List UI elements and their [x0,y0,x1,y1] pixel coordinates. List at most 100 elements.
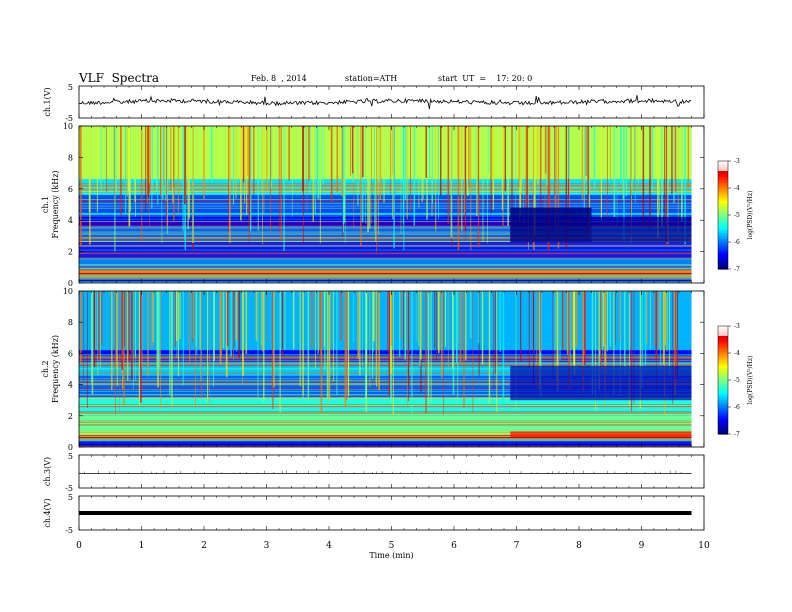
ch2-spectrogram-colorbar-cell [718,374,728,377]
ch1-spectrogram-colorbar-label: log(PSD)(V²/Hz) [747,191,754,240]
ch1-spectrogram-colorbar-cell [718,237,728,240]
ch1-spectrogram-colorbar-cell [718,181,728,184]
ch1-spectrogram-colorbar-cell [718,239,728,242]
ch1-spectrogram-colorbar-cell [718,213,728,216]
ch2-spectrogram-colorbar-cell [718,334,728,337]
ch2-spectrogram-colorbar-tick-label: -7 [734,431,740,438]
ch1-spectrogram-ytick-label: 10 [63,122,73,131]
ch1-spectrogram-ytick-label: 2 [68,248,73,257]
ch2-spectrogram-colorbar-cell [718,344,728,347]
ch1-spectrogram-colorbar-cell [718,261,728,264]
ch1-spectrogram-colorbar-tick-label: -5 [734,212,740,219]
ch2-spectrogram-ytick-label: 10 [63,287,73,296]
ch1-spectrogram-colorbar-cell [718,187,728,190]
ch1-spectrogram-dark-region [510,207,592,243]
ch1-spectrogram-colorbar-cell [718,227,728,230]
ch1-spectrogram-colorbar-tick-label: -4 [734,185,740,192]
ch2-spectrogram-colorbar-tick-label: -6 [734,404,740,411]
ch2-spectrogram-colorbar-cell [718,430,728,433]
ch2-spectrogram-colorbar-cell [718,418,728,421]
ch1-spectrogram-colorbar-cell [718,217,728,220]
ch2-spectrogram-colorbar-cell [718,408,728,411]
ch1-spectrogram-ytick-label: 4 [68,216,73,225]
ch1-spectrogram-colorbar-cell [718,183,728,186]
ch1-spectrogram-colorbar-tick-label: -7 [734,266,740,273]
x-tick-label: 10 [698,541,710,551]
ch1-spectrogram-colorbar-cell [718,249,728,252]
ch2-spectrogram-colorbar-cell [718,432,728,435]
ch1-spectrogram-colorbar-cell [718,171,728,174]
ch1-spectrogram-colorbar-cell [718,201,728,204]
ch2-spectrogram-ytick-label: 4 [68,381,73,390]
ch1-spectrogram-colorbar-cell [718,165,728,168]
ch2-spectrogram-colorbar [718,326,728,435]
ch1-spectrogram-colorbar [718,161,728,270]
ch4-waveform-trace [79,511,692,515]
ch2-spectrogram-colorbar-cell [718,358,728,361]
ch1-spectrogram-colorbar-cell [718,169,728,172]
ch2-spectrogram-colorbar-cell [718,392,728,395]
ch2-spectrogram-colorbar-cell [718,412,728,415]
ch1-spectrogram-colorbar-tick-label: -6 [734,239,740,246]
ch2-spectrogram-colorbar-cell [718,422,728,425]
ch2-spectrogram-colorbar-cell [718,336,728,339]
ch2-spectrogram-ylabel: Frequency (kHz) [51,335,60,403]
ch2-spectrogram-colorbar-cell [718,364,728,367]
ch1-spectrogram-channel-label: ch.1 [41,196,50,213]
ch2-spectrogram-colorbar-cell [718,426,728,429]
ch1-spectrogram-colorbar-cell [718,193,728,196]
ch2-spectrogram-colorbar-cell [718,386,728,389]
ch1-spectrogram-colorbar-cell [718,191,728,194]
ch2-spectrogram-colorbar-cell [718,342,728,345]
ch2-spectrogram-channel-label: ch.2 [41,360,50,377]
ch1-spectrogram-colorbar-cell [718,221,728,224]
ch3-waveform-ytick-label: 5 [68,452,73,461]
x-tick-label: 9 [639,541,645,551]
ch1-spectrogram-colorbar-cell [718,161,728,164]
ch2-spectrogram-colorbar-cell [718,382,728,385]
ch1-spectrogram-colorbar-cell [718,173,728,176]
ch1-spectrogram-colorbar-cell [718,255,728,258]
ch2-spectrogram-colorbar-cell [718,376,728,379]
ch2-spectrogram-colorbar-cell [718,328,728,331]
ch2-spectrogram-colorbar-cell [718,330,728,333]
ch1-spectrogram-colorbar-cell [718,205,728,208]
ch1-spectrogram-colorbar-cell [718,203,728,206]
station-label: station=ATH [345,74,398,83]
x-tick-label: 3 [264,541,270,551]
ch2-spectrogram-colorbar-tick-label: -3 [734,323,740,330]
ch2-spectrogram-image [79,291,692,447]
ch1-waveform-ylabel: ch.1(V) [43,87,52,116]
x-tick-label: 6 [451,541,457,551]
ch2-spectrogram-colorbar-cell [718,378,728,381]
ch2-spectrogram-colorbar-cell [718,410,728,413]
ch1-spectrogram-ytick-label: 6 [68,185,73,194]
ch2-spectrogram-colorbar-cell [718,424,728,427]
ch1-spectrogram-colorbar-cell [718,199,728,202]
ch3-waveform-ylabel: ch.3(V) [43,457,52,486]
ch2-spectrogram-ytick-label: 2 [68,412,73,421]
ch1-waveform-ytick-label: -5 [65,114,73,123]
ch4-waveform-ylabel: ch.4(V) [43,498,52,527]
ch2-spectrogram-colorbar-cell [718,370,728,373]
ch1-spectrogram-colorbar-cell [718,257,728,260]
ch1-waveform-ytick-label: 5 [68,83,73,92]
ch2-spectrogram-colorbar-cell [718,366,728,369]
ch1-spectrogram-colorbar-cell [718,185,728,188]
ch1-spectrogram-colorbar-cell [718,225,728,228]
ch2-spectrogram-colorbar-cell [718,360,728,363]
ch2-spectrogram-ytick-label: 0 [68,443,73,452]
ch1-spectrogram-colorbar-cell [718,219,728,222]
ch1-spectrogram-colorbar-cell [718,235,728,238]
ch2-spectrogram-colorbar-cell [718,338,728,341]
ch2-spectrogram-colorbar-cell [718,396,728,399]
ch1-spectrogram-colorbar-cell [718,167,728,170]
ch1-spectrogram-image [79,126,692,284]
ch1-spectrogram-ytick-label: 8 [68,153,73,162]
ch1-spectrogram-colorbar-cell [718,267,728,270]
ch2-spectrogram-colorbar-cell [718,380,728,383]
ch2-spectrogram-colorbar-cell [718,400,728,403]
ch2-spectrogram-colorbar-tick-label: -4 [734,350,740,357]
plot-title: VLF Spectra [79,71,160,85]
ch1-spectrogram-colorbar-cell [718,231,728,234]
